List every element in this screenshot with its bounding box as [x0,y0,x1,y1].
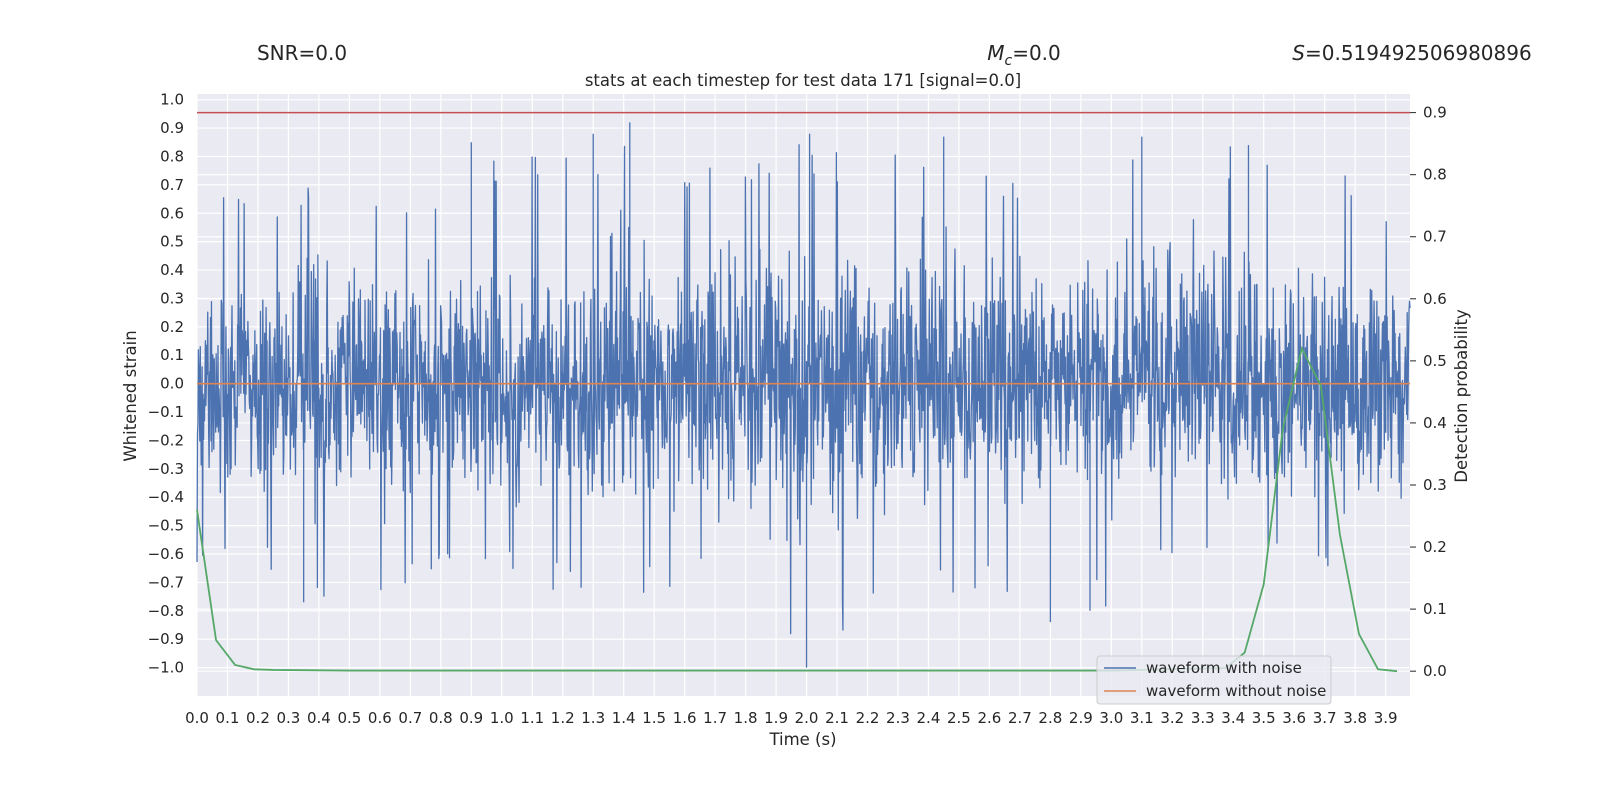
x-tick-label: 1.0 [490,709,514,727]
legend-label-noise: waveform with noise [1146,659,1302,677]
y-tick-label: −1.0 [148,659,184,677]
x-tick-label: 3.8 [1343,709,1367,727]
y-right-tick-label: 0.3 [1423,476,1447,494]
tick-labels: 0.0 0.1 0.2 0.3 0.4 0.5 0.6 0.7 0.8 0.9 1.0 1.1 1.2 1… [148,91,1447,727]
y-right-tick-label: 0.2 [1423,538,1447,556]
x-tick-label: 0.1 [216,709,240,727]
y-tick-label: −0.6 [148,545,184,563]
x-tick-label: 2.0 [795,709,819,727]
x-tick-label: 1.3 [581,709,605,727]
y-tick-label: −0.1 [148,403,184,421]
y-tick-label: 0.4 [160,261,184,279]
x-tick-label: 2.6 [977,709,1001,727]
x-tick-label: 0.5 [337,709,361,727]
x-tick-label: 3.1 [1130,709,1154,727]
x-tick-label: 3.2 [1160,709,1184,727]
x-tick-label: 3.6 [1282,709,1306,727]
y-right-tick-label: 0.0 [1423,662,1447,680]
x-tick-label: 1.7 [703,709,727,727]
y-tick-label: 0.7 [160,176,184,194]
x-tick-label: 0.8 [429,709,453,727]
y-right-tick-label: 0.1 [1423,600,1447,618]
score-label: S=0.519492506980896 [1292,41,1531,65]
y-tick-label: −0.8 [148,602,184,620]
y-right-tick-label: 0.8 [1423,166,1447,184]
series-waveform-with-noise [196,122,1411,668]
chirp-mass-label: Mc=0.0 [987,41,1061,69]
legend-box [1096,655,1332,705]
y-tick-label: −0.4 [148,488,184,506]
x-tick-label: 2.1 [825,709,849,727]
x-tick-label: 0.9 [459,709,483,727]
x-tick-label: 3.0 [1099,709,1123,727]
x-tick-label: 2.3 [886,709,910,727]
x-tick-label: 0.6 [368,709,392,727]
y-tick-label: −0.9 [148,630,184,648]
y-tick-label: 0.1 [160,346,184,364]
x-tick-label: 3.7 [1313,709,1337,727]
x-tick-label: 0.3 [277,709,301,727]
snr-label: SNR=0.0 [257,41,347,65]
y-axis-label: Whitened strain [121,330,140,461]
legend: waveform with noise waveform without noi… [1096,655,1332,705]
y-right-tick-label: 0.6 [1423,290,1447,308]
legend-label-clean: waveform without noise [1146,682,1326,700]
x-tick-label: 2.9 [1069,709,1093,727]
x-tick-label: 2.8 [1038,709,1062,727]
y-right-tick-label: 0.5 [1423,352,1447,370]
x-tick-label: 1.4 [612,709,636,727]
y-tick-label: 0.6 [160,204,184,222]
y-tick-label: 0.5 [160,233,184,251]
y-right-tick-label: 0.7 [1423,228,1447,246]
y-tick-label: −0.5 [148,517,184,535]
x-tick-label: 1.5 [642,709,666,727]
x-tick-label: 0.0 [185,709,209,727]
y-right-tick-label: 0.4 [1423,414,1447,432]
y-tick-label: 0.0 [160,375,184,393]
y-tick-label: 0.8 [160,147,184,165]
y-tick-label: −0.7 [148,573,184,591]
x-tick-label: 0.4 [307,709,331,727]
x-tick-label: 1.9 [764,709,788,727]
x-tick-label: 3.4 [1221,709,1245,727]
y-tick-label: 0.2 [160,318,184,336]
chart-title: stats at each timestep for test data 171… [585,71,1021,90]
y-tick-label: −0.2 [148,431,184,449]
y-tick-label: 1.0 [160,91,184,109]
y-right-axis-label: Detection probability [1452,309,1471,483]
x-tick-label: 0.7 [398,709,422,727]
x-tick-label: 3.9 [1374,709,1398,727]
x-tick-label: 2.7 [1008,709,1032,727]
x-tick-label: 0.2 [246,709,270,727]
x-tick-label: 1.8 [734,709,758,727]
x-axis-label: Time (s) [768,730,836,749]
y-tick-label: 0.3 [160,289,184,307]
y-right-tick-label: 0.9 [1423,104,1447,122]
x-tick-label: 2.5 [947,709,971,727]
x-tick-label: 3.5 [1252,709,1276,727]
x-tick-label: 1.6 [673,709,697,727]
y-tick-label: −0.3 [148,460,184,478]
x-tick-label: 3.3 [1191,709,1215,727]
x-tick-label: 1.1 [520,709,544,727]
y-tick-label: 0.9 [160,119,184,137]
x-tick-label: 2.2 [856,709,880,727]
x-tick-label: 1.2 [551,709,575,727]
x-tick-label: 2.4 [917,709,941,727]
